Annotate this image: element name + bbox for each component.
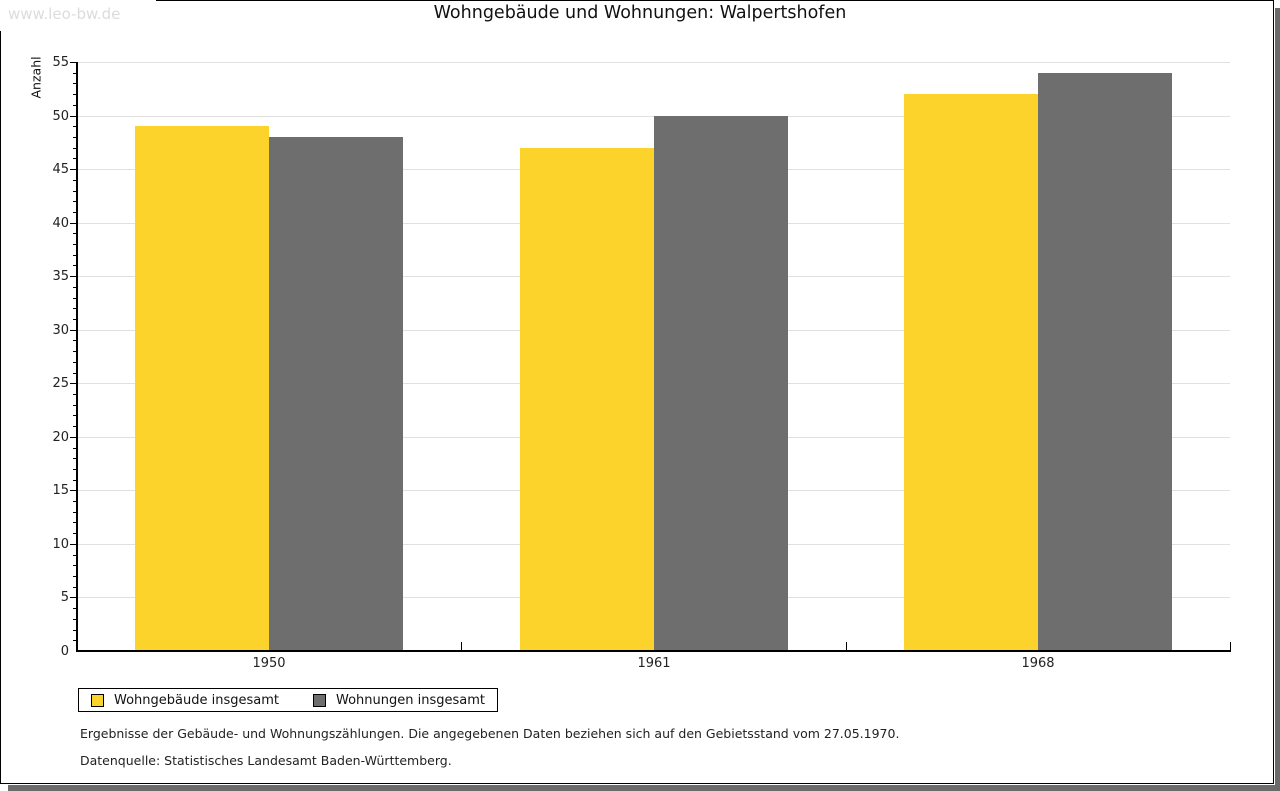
frame-shadow-right xyxy=(1275,8,1280,791)
y-minor-tick-44 xyxy=(73,180,77,181)
legend-label-wohngebaeude: Wohngebäude insgesamt xyxy=(114,692,279,708)
y-minor-tick-13 xyxy=(73,512,77,513)
legend-swatch-wohnungen xyxy=(313,693,326,707)
y-minor-tick-1 xyxy=(73,640,77,641)
y-tick-label-50: 50 xyxy=(52,109,69,124)
y-tick-label-5: 5 xyxy=(60,590,69,605)
y-minor-tick-4 xyxy=(73,608,77,609)
y-minor-tick-53 xyxy=(73,83,77,84)
bar-wohngebaeude-1961 xyxy=(520,148,654,651)
y-minor-tick-22 xyxy=(73,415,77,416)
y-minor-tick-21 xyxy=(73,426,77,427)
chart-title: Wohngebäude und Wohnungen: Walpertshofen xyxy=(433,3,847,23)
legend-item-wohnungen: Wohnungen insgesamt xyxy=(313,693,485,708)
y-minor-tick-7 xyxy=(73,576,77,577)
y-minor-tick-3 xyxy=(73,619,77,620)
y-minor-tick-18 xyxy=(73,458,77,459)
y-major-tick-25 xyxy=(70,383,77,384)
watermark: www.leo-bw.de xyxy=(0,0,156,31)
y-minor-tick-28 xyxy=(73,351,77,352)
y-minor-tick-29 xyxy=(73,340,77,341)
y-minor-tick-27 xyxy=(73,362,77,363)
y-minor-tick-43 xyxy=(73,191,77,192)
y-minor-tick-47 xyxy=(73,148,77,149)
y-minor-tick-23 xyxy=(73,405,77,406)
y-minor-tick-41 xyxy=(73,212,77,213)
y-minor-tick-14 xyxy=(73,501,77,502)
y-major-tick-50 xyxy=(70,116,77,117)
y-minor-tick-11 xyxy=(73,533,77,534)
bar-wohnungen-1961 xyxy=(654,116,788,651)
y-minor-tick-16 xyxy=(73,480,77,481)
y-minor-tick-46 xyxy=(73,158,77,159)
y-minor-tick-8 xyxy=(73,565,77,566)
y-minor-tick-52 xyxy=(73,94,77,95)
y-major-tick-30 xyxy=(70,330,77,331)
y-minor-tick-19 xyxy=(73,448,77,449)
y-minor-tick-12 xyxy=(73,522,77,523)
y-tick-label-40: 40 xyxy=(52,216,69,231)
y-minor-tick-33 xyxy=(73,298,77,299)
y-minor-tick-37 xyxy=(73,255,77,256)
y-tick-label-35: 35 xyxy=(52,269,69,284)
bar-wohngebaeude-1950 xyxy=(135,126,269,651)
y-tick-label-25: 25 xyxy=(52,376,69,391)
legend: Wohngebäude insgesamt Wohnungen insgesam… xyxy=(78,688,498,712)
y-minor-tick-32 xyxy=(73,308,77,309)
legend-item-wohngebaeude: Wohngebäude insgesamt xyxy=(91,693,279,708)
y-minor-tick-48 xyxy=(73,137,77,138)
y-minor-tick-17 xyxy=(73,469,77,470)
legend-label-wohnungen: Wohnungen insgesamt xyxy=(336,692,485,708)
x-axis-line xyxy=(76,650,1231,652)
y-minor-tick-26 xyxy=(73,373,77,374)
x-tick-label-1961: 1961 xyxy=(637,656,671,671)
footnote-datenquelle: Datenquelle: Statistisches Landesamt Bad… xyxy=(80,753,452,768)
footnote-gebietsstand: Ergebnisse der Gebäude- und Wohnungszähl… xyxy=(80,726,900,741)
y-major-tick-45 xyxy=(70,169,77,170)
y-major-tick-55 xyxy=(70,62,77,63)
y-minor-tick-31 xyxy=(73,319,77,320)
bar-wohnungen-1968 xyxy=(1038,73,1172,651)
y-minor-tick-51 xyxy=(73,105,77,106)
y-axis-line xyxy=(76,62,78,652)
y-tick-label-45: 45 xyxy=(52,162,69,177)
y-minor-tick-36 xyxy=(73,265,77,266)
frame-shadow-bottom xyxy=(8,785,1280,791)
x-divider-tick-2 xyxy=(846,642,847,651)
y-tick-label-55: 55 xyxy=(52,55,69,70)
y-tick-label-20: 20 xyxy=(52,430,69,445)
bar-wohnungen-1950 xyxy=(269,137,403,651)
y-minor-tick-54 xyxy=(73,73,77,74)
y-minor-tick-49 xyxy=(73,126,77,127)
legend-swatch-wohngebaeude xyxy=(91,693,104,707)
y-major-tick-40 xyxy=(70,223,77,224)
x-axis-end-tick xyxy=(1230,642,1231,651)
y-major-tick-5 xyxy=(70,597,77,598)
y-major-tick-20 xyxy=(70,437,77,438)
y-tick-label-30: 30 xyxy=(52,323,69,338)
y-major-tick-15 xyxy=(70,490,77,491)
y-tick-label-15: 15 xyxy=(52,483,69,498)
y-minor-tick-2 xyxy=(73,630,77,631)
y-tick-label-0: 0 xyxy=(60,644,69,659)
y-minor-tick-42 xyxy=(73,201,77,202)
y-minor-tick-34 xyxy=(73,287,77,288)
y-minor-tick-38 xyxy=(73,244,77,245)
gridline-y-55 xyxy=(77,62,1230,63)
y-minor-tick-9 xyxy=(73,555,77,556)
y-minor-tick-6 xyxy=(73,587,77,588)
bar-wohngebaeude-1968 xyxy=(904,94,1038,651)
y-tick-label-10: 10 xyxy=(52,537,69,552)
y-major-tick-35 xyxy=(70,276,77,277)
y-minor-tick-24 xyxy=(73,394,77,395)
y-major-tick-10 xyxy=(70,544,77,545)
gridline-y-50 xyxy=(77,116,1230,117)
x-divider-tick-1 xyxy=(461,642,462,651)
x-tick-label-1950: 1950 xyxy=(252,656,286,671)
x-tick-label-1968: 1968 xyxy=(1021,656,1055,671)
y-minor-tick-39 xyxy=(73,233,77,234)
